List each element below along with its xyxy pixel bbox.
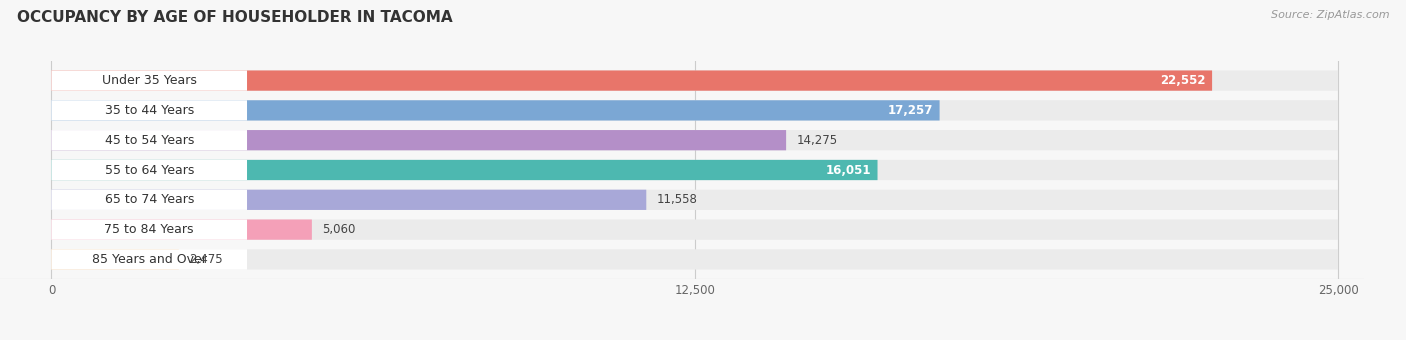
FancyBboxPatch shape [52, 70, 1212, 91]
FancyBboxPatch shape [52, 70, 1339, 91]
Text: 35 to 44 Years: 35 to 44 Years [104, 104, 194, 117]
Text: 45 to 54 Years: 45 to 54 Years [104, 134, 194, 147]
Text: 14,275: 14,275 [796, 134, 838, 147]
Text: 55 to 64 Years: 55 to 64 Years [104, 164, 194, 176]
Text: 17,257: 17,257 [889, 104, 934, 117]
Text: 75 to 84 Years: 75 to 84 Years [104, 223, 194, 236]
Text: 22,552: 22,552 [1160, 74, 1206, 87]
FancyBboxPatch shape [52, 249, 1339, 270]
Text: 2,475: 2,475 [190, 253, 222, 266]
FancyBboxPatch shape [52, 130, 247, 150]
FancyBboxPatch shape [52, 100, 1339, 120]
FancyBboxPatch shape [52, 70, 247, 91]
Text: 11,558: 11,558 [657, 193, 697, 206]
FancyBboxPatch shape [52, 190, 1339, 210]
FancyBboxPatch shape [52, 249, 179, 270]
FancyBboxPatch shape [52, 130, 1339, 150]
FancyBboxPatch shape [52, 220, 1339, 240]
FancyBboxPatch shape [52, 220, 247, 240]
FancyBboxPatch shape [52, 130, 786, 150]
FancyBboxPatch shape [52, 220, 312, 240]
FancyBboxPatch shape [52, 190, 647, 210]
Text: 5,060: 5,060 [322, 223, 356, 236]
Text: 65 to 74 Years: 65 to 74 Years [104, 193, 194, 206]
FancyBboxPatch shape [52, 190, 247, 210]
Text: 85 Years and Over: 85 Years and Over [91, 253, 207, 266]
FancyBboxPatch shape [52, 160, 247, 180]
Text: Under 35 Years: Under 35 Years [101, 74, 197, 87]
FancyBboxPatch shape [52, 100, 247, 120]
Text: OCCUPANCY BY AGE OF HOUSEHOLDER IN TACOMA: OCCUPANCY BY AGE OF HOUSEHOLDER IN TACOM… [17, 10, 453, 25]
Text: 16,051: 16,051 [825, 164, 872, 176]
Text: Source: ZipAtlas.com: Source: ZipAtlas.com [1271, 10, 1389, 20]
FancyBboxPatch shape [52, 249, 247, 270]
FancyBboxPatch shape [52, 160, 877, 180]
FancyBboxPatch shape [52, 160, 1339, 180]
FancyBboxPatch shape [52, 100, 939, 120]
